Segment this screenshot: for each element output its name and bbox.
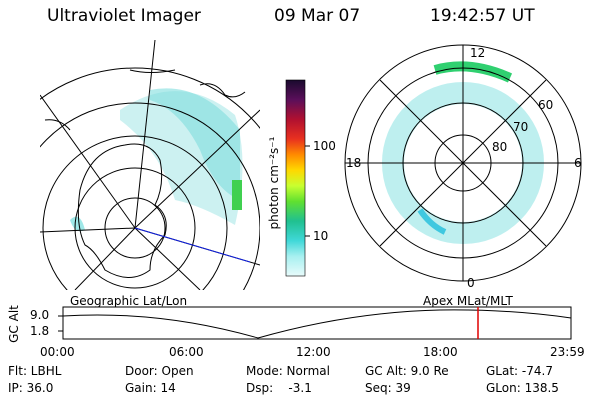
timeline-xtick-1200: 12:00 <box>296 345 331 359</box>
mlt-label-18: 18 <box>346 156 362 170</box>
info-flt: Flt: LBHL <box>8 364 62 378</box>
timeline-xtick-0000: 00:00 <box>40 345 75 359</box>
timeline-xtick-2359: 23:59 <box>550 345 585 359</box>
mlt-label-12: 12 <box>470 46 486 60</box>
info-seq: Seq: 39 <box>365 381 411 395</box>
lat-label-80: 80 <box>492 140 508 154</box>
info-gain: Gain: 14 <box>125 381 176 395</box>
lat-label-70: 70 <box>513 120 529 134</box>
info-glat: GLat: -74.7 <box>486 364 553 378</box>
timeline-xtick-0600: 06:00 <box>169 345 204 359</box>
timeline-ytick-1_8: 1.8 <box>30 324 50 338</box>
mlt-label-0: 0 <box>467 276 475 290</box>
info-door: Door: Open <box>125 364 194 378</box>
info-ip: IP: 36.0 <box>8 381 54 395</box>
colorbar-tick-10: 10 <box>313 229 329 243</box>
info-dsp: Dsp: -3.1 <box>246 381 312 395</box>
geographic-label: Geographic Lat/Lon <box>70 294 188 308</box>
lat-label-60: 60 <box>538 98 554 112</box>
info-glon: GLon: 138.5 <box>486 381 559 395</box>
time-label: 19:42:57 UT <box>430 6 535 26</box>
colorbar-tick-100: 100 <box>313 139 336 153</box>
timeline-y-label: GC Alt <box>7 305 21 343</box>
apex-label: Apex MLat/MLT <box>423 294 513 308</box>
info-gcalt: GC Alt: 9.0 Re <box>365 364 449 378</box>
mlt-label-6: 6 <box>574 156 582 170</box>
timeline-ytick-9: 9.0 <box>30 308 50 322</box>
date-label: 09 Mar 07 <box>274 6 361 26</box>
timeline-xtick-1800: 18:00 <box>423 345 458 359</box>
info-mode: Mode: Normal <box>246 364 330 378</box>
page-title: Ultraviolet Imager <box>47 6 201 26</box>
